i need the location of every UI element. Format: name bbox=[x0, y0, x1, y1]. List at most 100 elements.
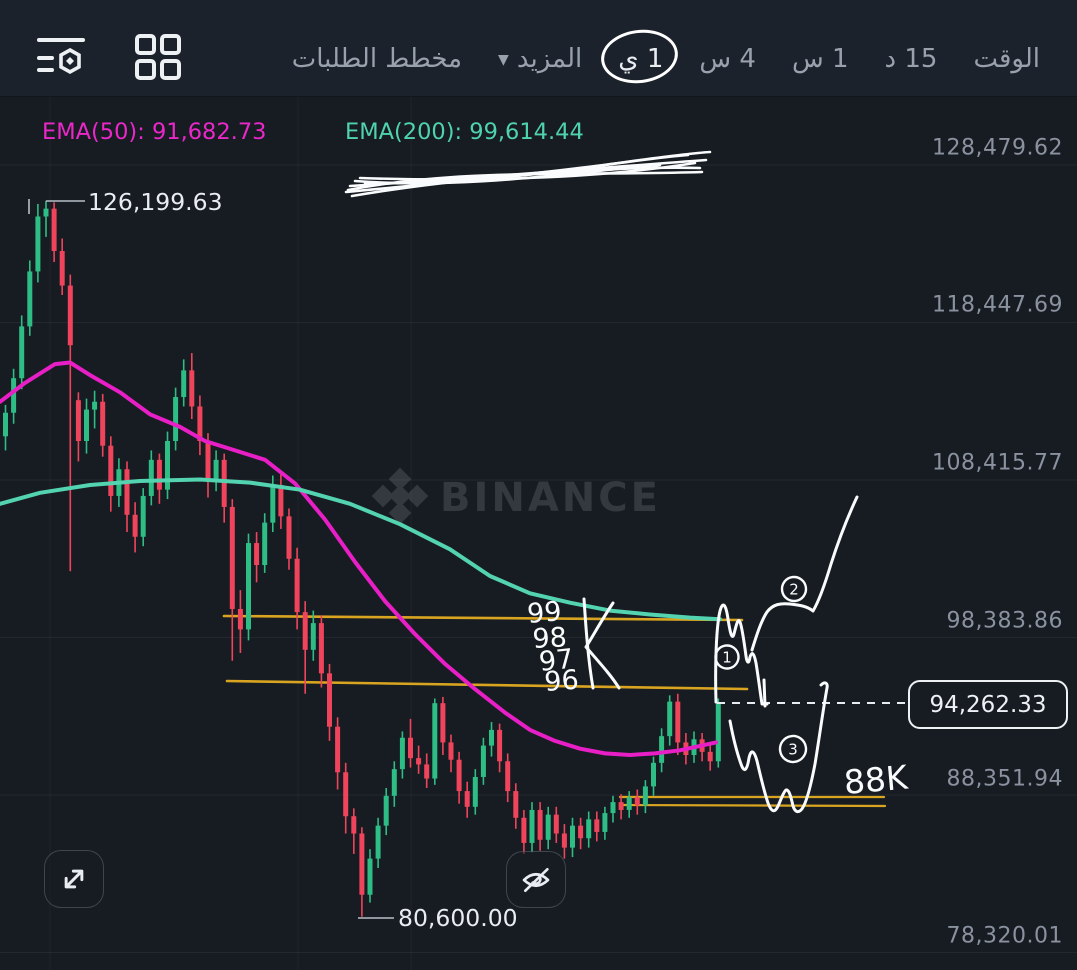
candle-body bbox=[11, 378, 17, 413]
candle-body bbox=[432, 703, 438, 779]
hand-drawn-text: 97 bbox=[537, 644, 574, 678]
toolbar-item-time[interactable]: الوقت bbox=[973, 44, 1040, 74]
scenario-path bbox=[584, 601, 621, 690]
candle-body bbox=[472, 776, 478, 807]
toolbar-item-4h[interactable]: 4 س bbox=[699, 44, 756, 74]
session-low-label: 80,600.00 bbox=[398, 904, 518, 932]
candle-body bbox=[424, 764, 430, 779]
candle-body bbox=[513, 791, 519, 818]
candle-body bbox=[173, 397, 179, 442]
candle-body bbox=[27, 271, 33, 327]
price-axis-label: 128,479.62 bbox=[932, 135, 1063, 161]
hand-drawn-selection-circle bbox=[598, 25, 682, 88]
candle-body bbox=[618, 802, 624, 810]
candle-body bbox=[43, 208, 49, 217]
candle-body bbox=[448, 742, 454, 760]
hide-drawings-button[interactable] bbox=[506, 851, 566, 908]
candle-body bbox=[408, 737, 413, 759]
candle-body bbox=[213, 459, 219, 482]
candle-body bbox=[229, 506, 235, 609]
candle-body bbox=[254, 543, 260, 566]
indicator-list-icon[interactable] bbox=[37, 35, 87, 79]
candle-body bbox=[594, 819, 600, 832]
candle-body bbox=[67, 285, 73, 346]
scenario-path bbox=[750, 495, 859, 652]
candle-body bbox=[3, 412, 8, 437]
scenario-number-circle bbox=[714, 644, 740, 670]
price-axis-label: 98,383.86 bbox=[946, 608, 1063, 634]
candle-body bbox=[343, 772, 349, 817]
candle-body bbox=[294, 558, 300, 613]
toolbar-item-order-book[interactable]: مخطط الطلبات bbox=[291, 44, 463, 74]
candle-body bbox=[197, 406, 203, 442]
toolbar-item-1h[interactable]: 1 س bbox=[791, 44, 849, 74]
candle-body bbox=[537, 809, 543, 840]
hand-drawn-text: 98 bbox=[532, 622, 568, 655]
candle-body bbox=[521, 817, 527, 843]
hand-drawn-text: 99 bbox=[526, 596, 563, 630]
candle-body bbox=[610, 802, 616, 814]
candle-body bbox=[578, 825, 584, 839]
candle-body bbox=[561, 833, 567, 848]
toolbar-item-more[interactable]: المزيد▼ bbox=[498, 44, 583, 74]
candle-body bbox=[675, 701, 681, 743]
candle-body bbox=[100, 401, 106, 446]
candle-body bbox=[529, 809, 535, 843]
candle-body bbox=[399, 737, 405, 770]
candle-body bbox=[553, 814, 559, 834]
ema200-line bbox=[0, 477, 722, 622]
candle-body bbox=[148, 459, 154, 496]
candle-body bbox=[318, 623, 324, 674]
chart-toolbar: الوقت 15 د 1 س 4 س 1 ي المزيد▼ مخطط الطلبات bbox=[0, 0, 1077, 97]
candle-body bbox=[351, 816, 357, 834]
grid-layout-icon[interactable] bbox=[134, 33, 182, 81]
candle-body bbox=[189, 370, 195, 407]
scribble-stroke bbox=[353, 163, 662, 185]
ema50-line bbox=[0, 360, 718, 757]
candle-body bbox=[667, 701, 673, 737]
candle-body bbox=[497, 729, 503, 762]
candle-body bbox=[715, 702, 721, 762]
candle-body bbox=[375, 825, 381, 859]
watermark-text: BINANCE bbox=[440, 475, 661, 521]
candle-body bbox=[19, 326, 25, 379]
candle-body bbox=[286, 516, 292, 559]
candle-body bbox=[634, 797, 640, 806]
candle-body bbox=[205, 441, 211, 482]
candle-body bbox=[262, 522, 268, 566]
scenario-number: 2 bbox=[789, 581, 799, 599]
candle-body bbox=[480, 745, 486, 777]
candle-body bbox=[92, 401, 98, 410]
candle-body bbox=[84, 409, 89, 442]
candle-body bbox=[456, 759, 462, 792]
ema200-legend[interactable]: EMA(200): 99,614.44 bbox=[345, 119, 584, 145]
candle-body bbox=[165, 441, 170, 490]
hand-drawn-text: 96 bbox=[543, 665, 579, 698]
candle-body bbox=[59, 251, 65, 286]
session-high-label: 126,199.63 bbox=[88, 188, 223, 216]
candlesticks-layer bbox=[3, 200, 721, 917]
price-axis-label: 88,351.94 bbox=[946, 766, 1063, 792]
price-axis-label: 108,415.77 bbox=[932, 450, 1063, 476]
fullscreen-button[interactable] bbox=[44, 850, 104, 908]
candle-body bbox=[659, 736, 665, 763]
toolbar-icons bbox=[37, 33, 182, 81]
candle-body bbox=[383, 795, 389, 826]
toolbar-item-1d[interactable]: 1 ي bbox=[598, 25, 682, 88]
candle-body bbox=[570, 825, 575, 848]
candle-body bbox=[545, 814, 551, 840]
candle-body bbox=[586, 819, 592, 839]
last-price-box: 94,262.33 bbox=[908, 680, 1068, 729]
candle-body bbox=[221, 459, 227, 507]
candle-body bbox=[270, 484, 276, 523]
candle-body bbox=[327, 673, 332, 727]
candle-body bbox=[124, 469, 130, 515]
candle-body bbox=[489, 729, 494, 746]
scenario-number: 1 bbox=[722, 649, 732, 667]
candle-body bbox=[156, 459, 162, 490]
toolbar-item-15m[interactable]: 15 د bbox=[884, 44, 938, 74]
ema50-legend[interactable]: EMA(50): 91,682.73 bbox=[42, 119, 267, 145]
